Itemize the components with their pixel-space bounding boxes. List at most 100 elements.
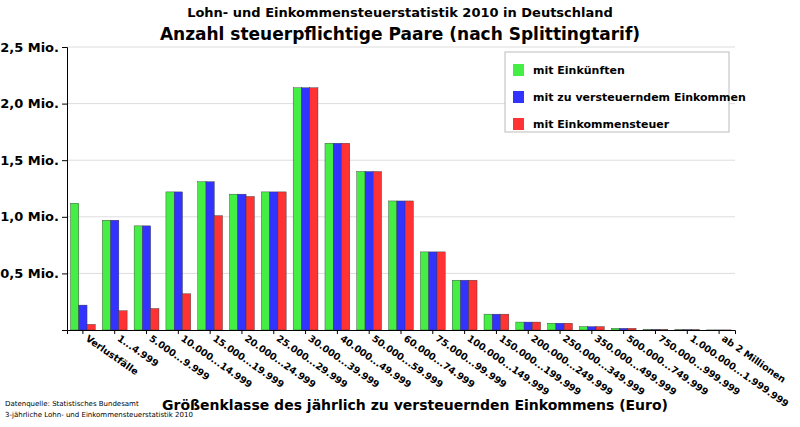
tick-mark	[623, 330, 624, 334]
bar	[134, 226, 142, 330]
legend-swatch	[513, 91, 524, 103]
tick-mark	[464, 330, 465, 334]
tick-mark	[82, 330, 83, 334]
bar	[230, 194, 238, 330]
bar	[556, 323, 564, 330]
bar	[405, 201, 413, 330]
bar	[261, 192, 269, 330]
legend-swatch	[513, 118, 524, 130]
bar	[166, 192, 174, 330]
grid-line	[67, 47, 735, 48]
subtitle: Anzahl steuerpflichtige Paare (nach Spli…	[160, 24, 640, 44]
legend-swatch	[513, 64, 524, 76]
tick: Verlustfälle	[83, 330, 141, 377]
tick-mark	[528, 330, 529, 334]
annotation: 3-jährliche Lohn- und Einkommensteuersta…	[5, 411, 193, 419]
bar	[389, 201, 397, 330]
bar	[460, 280, 468, 330]
tick: ab 2 Millionen	[719, 330, 788, 385]
tick-label: 1.000.000...1.999.999	[688, 333, 791, 410]
bar	[70, 203, 78, 330]
tick-mark	[432, 330, 433, 334]
tick: 1,0 Mio.	[0, 209, 67, 224]
series	[70, 88, 714, 330]
bar	[660, 329, 668, 330]
series	[79, 88, 723, 330]
x-axis-title: Größenklasse des jährlich zu versteuernd…	[162, 397, 668, 413]
bar	[596, 327, 604, 330]
tick: 1,5 Mio.	[0, 153, 67, 168]
tick-mark	[210, 330, 211, 334]
bar	[310, 88, 318, 330]
bar	[643, 329, 651, 330]
plot: 0,5 Mio. 1,0 Mio. 1,5 Mio. 2,0 Mio. 2,5 Mio.…	[0, 40, 791, 410]
tick: 2,0 Mio.	[0, 96, 67, 111]
tick-label: ab 2 Millionen	[720, 333, 788, 385]
tick: 1.000.000...1.999.999	[687, 330, 791, 409]
bar	[373, 172, 381, 330]
bar	[301, 88, 309, 330]
bar	[214, 216, 222, 330]
tick-mark	[496, 330, 497, 334]
bar	[691, 329, 699, 330]
tick-mark	[369, 330, 370, 334]
legend-item: mit Einkommensteuer	[513, 118, 670, 131]
bar	[437, 252, 445, 330]
annotation: Datenquelle: Statistisches Bundesamt	[5, 400, 139, 408]
bar	[675, 329, 683, 330]
bar	[142, 226, 150, 330]
bar	[357, 172, 365, 330]
bar	[548, 323, 556, 330]
bar	[365, 172, 373, 330]
bar	[683, 329, 691, 330]
tick-mark	[62, 160, 67, 161]
tick-label: 2,0 Mio.	[0, 96, 59, 111]
tick-mark	[273, 330, 274, 334]
legend-label: mit zu versteuerndem Einkommen	[533, 91, 746, 104]
bar	[532, 322, 540, 330]
tick-mark	[62, 47, 67, 48]
legend-label: mit Einkünften	[533, 64, 625, 77]
legend-item: mit Einkünften	[513, 64, 625, 77]
legend-label: mit Einkommensteuer	[533, 118, 670, 131]
tick-mark	[178, 330, 179, 334]
bar	[651, 329, 659, 330]
series	[87, 88, 731, 330]
bar	[524, 322, 532, 330]
bar	[151, 308, 159, 330]
y-axis: 0,5 Mio. 1,0 Mio. 1,5 Mio. 2,0 Mio. 2,5 Mio.	[0, 40, 67, 331]
tick-mark	[560, 330, 561, 334]
axis-line	[62, 48, 68, 331]
bar	[198, 182, 206, 330]
tick-mark	[241, 330, 242, 334]
bar	[516, 322, 524, 330]
tick-mark	[655, 330, 656, 334]
bar	[278, 192, 286, 330]
tick-mark	[305, 330, 306, 334]
bar	[270, 192, 278, 330]
bar	[588, 327, 596, 330]
bar	[111, 220, 119, 330]
bar	[579, 327, 587, 330]
tick-label: 1,0 Mio.	[0, 209, 59, 224]
bar	[501, 314, 509, 330]
tick-label: 0,5 Mio.	[0, 266, 59, 281]
bar	[429, 252, 437, 330]
tick: 0,5 Mio.	[0, 266, 67, 281]
bar	[238, 194, 246, 330]
bar	[79, 305, 87, 330]
tick-mark	[146, 330, 147, 334]
grid-line	[67, 160, 735, 161]
title: Lohn- und Einkommensteuerstatistik 2010 …	[187, 5, 613, 20]
tick-mark	[62, 273, 67, 274]
tick-mark	[337, 330, 338, 334]
bar	[182, 294, 190, 330]
tick-mark	[62, 217, 67, 218]
tick: 2,5 Mio.	[0, 40, 67, 55]
tick-label: 1,5 Mio.	[0, 153, 59, 168]
bar	[492, 314, 500, 330]
bar	[620, 328, 628, 330]
bar	[611, 328, 619, 330]
bar	[293, 88, 301, 330]
bar	[420, 252, 428, 330]
